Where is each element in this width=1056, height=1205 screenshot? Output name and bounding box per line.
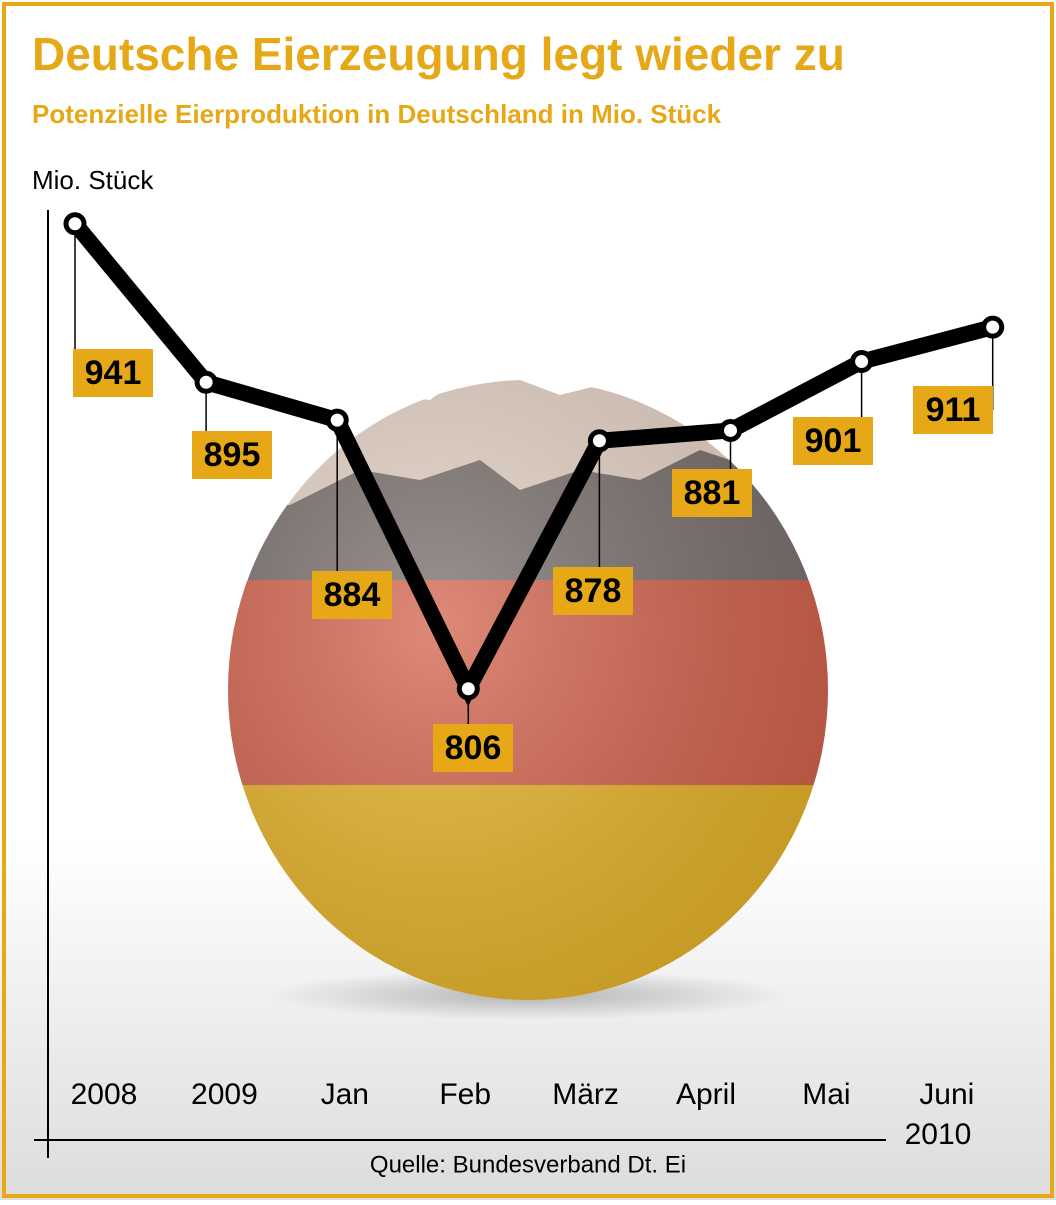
x-annotation: 2010 [905,1118,972,1151]
x-tick-label: 2009 [191,1078,258,1111]
value-label-box [433,724,513,772]
value-label-box [672,469,752,517]
value-label: 884 [324,576,381,614]
data-line [68,218,995,707]
x-tick-label: Mai [802,1078,850,1111]
chart-subtitle: Potenzielle Eierproduktion in Deutschlan… [32,99,722,129]
value-label-box [73,349,153,397]
value-label: 806 [445,729,502,767]
value-label: 878 [565,572,622,610]
x-tick-label: 2008 [71,1078,138,1111]
x-tick-label: April [676,1078,736,1111]
x-tick-label: Feb [439,1078,491,1111]
x-tick-label: Jan [321,1078,369,1111]
data-point [456,677,480,701]
value-label-box [553,567,633,615]
chart-title: Deutsche Eierzeugung legt wieder zu [32,28,845,80]
y-axis-label: Mio. Stück [32,165,154,195]
value-label-box [192,431,272,479]
source: Quelle: Bundesverband Dt. Ei [370,1151,686,1178]
data-point [63,212,87,236]
value-label-box [312,571,392,619]
value-label: 911 [926,391,981,429]
x-tick-label: März [552,1078,619,1111]
x-tick-label: Juni [919,1078,974,1111]
egg-crack [220,360,840,510]
value-label: 901 [805,422,862,460]
value-label-box [913,386,993,434]
data-point [850,350,874,374]
data-point [194,370,218,394]
data-point [981,315,1005,339]
value-label: 881 [684,474,741,512]
value-label-box [793,417,873,465]
value-label: 941 [85,354,142,392]
value-label: 895 [204,436,261,474]
data-point [719,418,742,442]
data-point [587,429,611,453]
data-point [325,408,349,432]
